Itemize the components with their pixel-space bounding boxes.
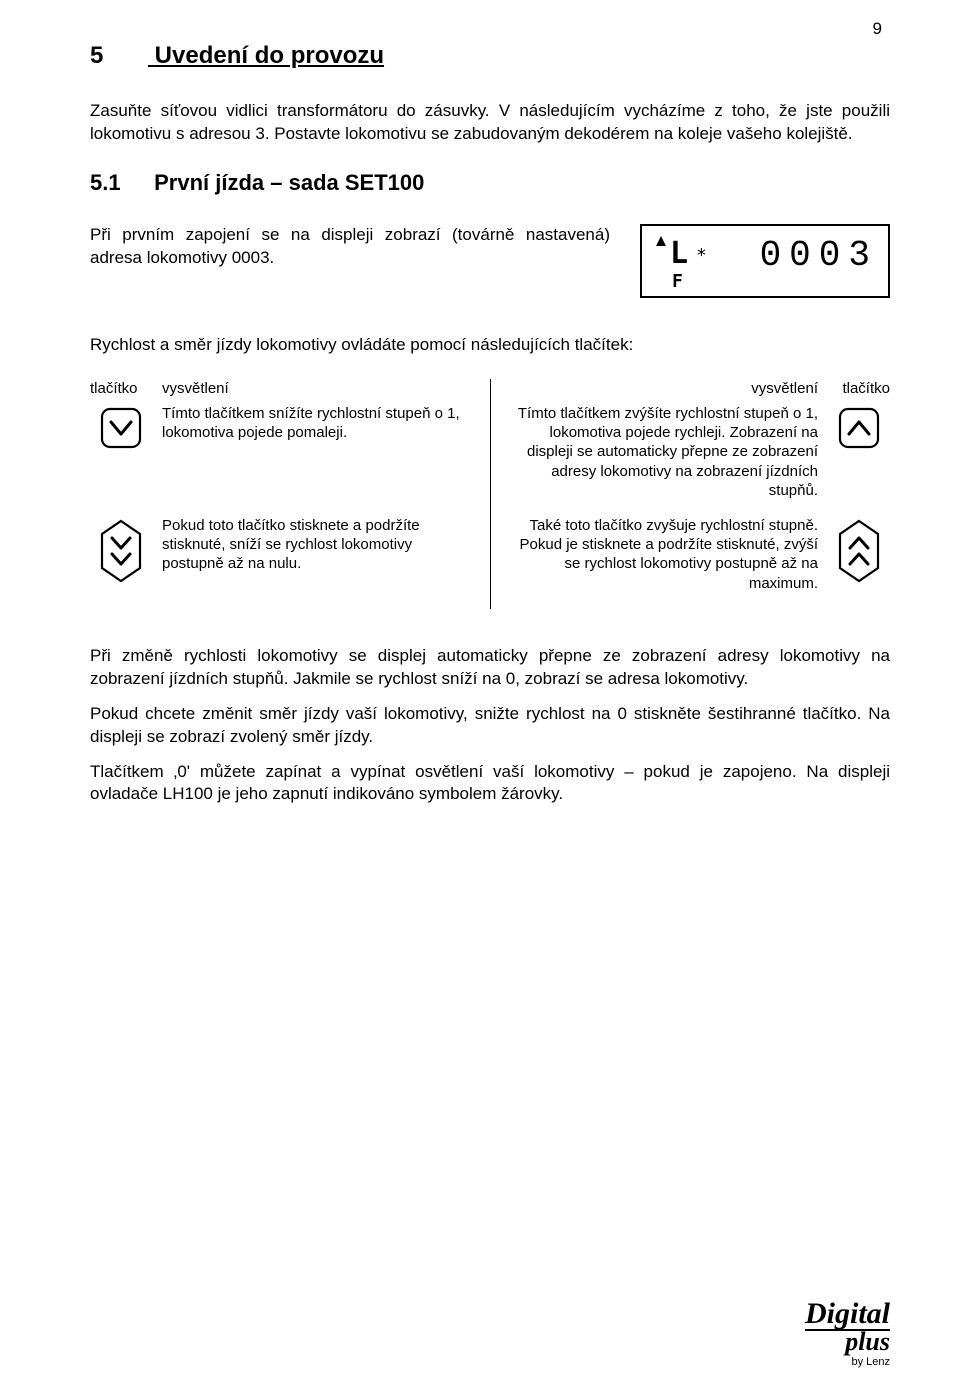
logo-byline: by Lenz xyxy=(805,1355,890,1370)
lcd-display: L * F 0003 xyxy=(640,224,890,298)
button-explanation-table: tlačítko vysvětlení vysvětlení tlačítko … xyxy=(90,379,890,609)
page-number: 9 xyxy=(873,18,882,41)
table-cell-icon xyxy=(828,516,890,609)
table-cell-icon xyxy=(90,404,152,516)
col-header-explain-left: vysvětlení xyxy=(162,379,480,404)
lcd-marker-F: F xyxy=(672,270,683,294)
direction-triangle-icon xyxy=(656,236,666,246)
chevron-up-double-icon xyxy=(837,518,881,584)
bottom-paragraph: Při změně rychlosti lokomotivy se disple… xyxy=(90,645,890,691)
table-cell-icon xyxy=(90,516,152,609)
bottom-paragraph: Pokud chcete změnit směr jízdy vaší loko… xyxy=(90,703,890,749)
col-header-button-left: tlačítko xyxy=(90,379,152,404)
table-cell-text: Pokud toto tlačítko stisknete a podržíte… xyxy=(162,516,480,609)
subsection-number: 5.1 xyxy=(90,168,148,198)
logo-line2: plus xyxy=(805,1329,890,1355)
section-heading: 5 Uvedení do provozu xyxy=(90,40,890,72)
subsection-heading: 5.1 První jízda – sada SET100 xyxy=(90,168,890,198)
chevron-up-single-icon xyxy=(837,406,881,450)
subsection-paragraph: Při prvním zapojení se na displeji zobra… xyxy=(90,224,610,270)
lcd-star-icon: * xyxy=(696,244,707,268)
col-header-explain-right: vysvětlení xyxy=(501,379,819,404)
table-intro: Rychlost a směr jízdy lokomotivy ovládát… xyxy=(90,334,890,357)
section-title: Uvedení do provozu xyxy=(155,42,384,69)
col-header-button-right: tlačítko xyxy=(828,379,890,404)
table-cell-text: Tímto tlačítkem zvýšíte rychlostní stupe… xyxy=(501,404,819,516)
digital-plus-logo: Digital plus by Lenz xyxy=(805,1300,890,1370)
chevron-down-double-icon xyxy=(99,518,143,584)
section-number: 5 xyxy=(90,40,148,72)
intro-paragraph: Zasuňte síťovou vidlici transformátoru d… xyxy=(90,100,890,146)
table-cell-text: Také toto tlačítko zvyšuje rychlostní st… xyxy=(501,516,819,609)
chevron-down-single-icon xyxy=(99,406,143,450)
table-divider xyxy=(490,379,491,609)
table-cell-text: Tímto tlačítkem snížíte rychlostní stupe… xyxy=(162,404,480,516)
table-cell-icon xyxy=(828,404,890,516)
lcd-address-value: 0003 xyxy=(760,232,878,281)
subsection-title: První jízda – sada SET100 xyxy=(154,170,424,195)
lcd-marker-L: L xyxy=(670,234,690,275)
bottom-paragraph: Tlačítkem ‚0' můžete zapínat a vypínat o… xyxy=(90,761,890,807)
